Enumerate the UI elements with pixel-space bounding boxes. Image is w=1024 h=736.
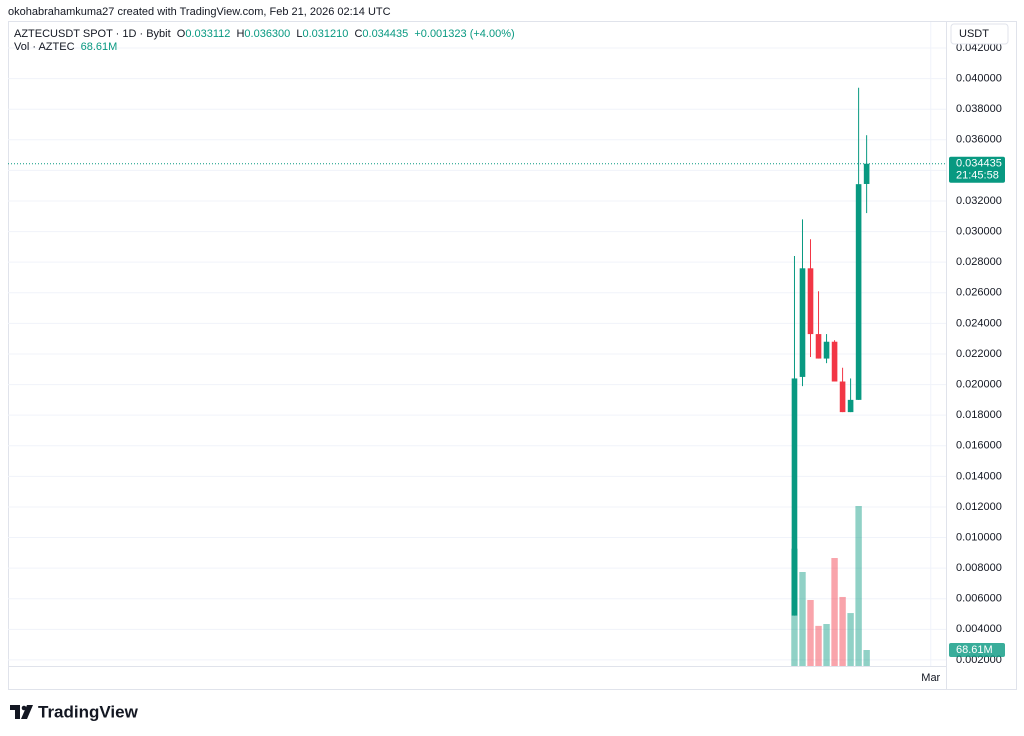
candle-body	[847, 399, 854, 413]
candle-body	[855, 184, 862, 400]
y-tick-label: 0.038000	[956, 103, 1002, 115]
volume-value: 68.61M	[80, 41, 118, 53]
volume-label-box	[949, 642, 1005, 657]
y-tick-label: 0.042000	[956, 42, 1002, 54]
volume-bar	[863, 649, 870, 666]
y-tick-label: 0.032000	[956, 195, 1002, 207]
volume-bar	[823, 624, 830, 666]
last-price-box	[949, 156, 1005, 183]
candle-body	[815, 334, 822, 359]
symbol-header: AZTECUSDT SPOT · 1D · Bybit O0.033112 H0…	[14, 28, 518, 40]
volume-header: Vol · AZTEC 68.61M	[14, 41, 120, 53]
ohlc-key: C	[354, 28, 363, 40]
y-tick-label: 0.028000	[956, 256, 1002, 268]
y-tick-label: 0.004000	[956, 623, 1002, 635]
candle-body	[799, 268, 806, 377]
y-tick-label: 0.026000	[956, 287, 1002, 299]
volume-bar	[799, 572, 806, 666]
y-tick-label: 0.040000	[956, 73, 1002, 85]
logo-icon	[21, 705, 33, 719]
chart-frame	[8, 21, 1017, 690]
volume-bar	[831, 558, 838, 666]
x-tick-label: Mar	[921, 672, 940, 684]
candle-body	[831, 341, 838, 382]
y-tick-label: 0.022000	[956, 348, 1002, 360]
volume-bar	[839, 596, 846, 666]
y-tick-label: 0.012000	[956, 501, 1002, 513]
candle-body	[823, 341, 830, 359]
currency: USDT	[959, 28, 989, 40]
y-tick-label: 0.030000	[956, 225, 1002, 237]
y-tick-label: 0.016000	[956, 440, 1002, 452]
last-price-label: 0.034435	[956, 158, 1002, 170]
y-tick-label: 0.014000	[956, 470, 1002, 482]
ohlc-value: 0.034435	[362, 28, 409, 40]
y-tick-label: 0.010000	[956, 531, 1002, 543]
ohlc-key: H	[236, 28, 245, 40]
volume-bar	[847, 613, 854, 666]
volume-name: Vol · AZTEC	[14, 41, 75, 53]
currency-box	[950, 23, 1009, 45]
candle-body	[839, 381, 846, 413]
logo: TradingView	[10, 702, 139, 721]
attribution: okohabrahamkuma27 created with TradingVi…	[8, 6, 391, 18]
candle-body	[791, 378, 798, 616]
y-tick-label: 0.024000	[956, 317, 1002, 329]
y-tick-label: 0.006000	[956, 593, 1002, 605]
change: +0.001323 (+4.00%)	[414, 28, 515, 40]
ohlc-value: 0.036300	[244, 28, 291, 40]
symbol-title: AZTECUSDT SPOT · 1D · Bybit	[14, 28, 171, 40]
volume-bar	[855, 506, 862, 666]
ohlc-key: L	[296, 28, 303, 40]
ohlc-key: O	[176, 28, 186, 40]
logo-icon	[10, 705, 20, 719]
y-tick-label: 0.020000	[956, 378, 1002, 390]
candle-body	[807, 268, 814, 335]
volume-label: 68.61M	[956, 644, 993, 656]
y-tick-label: 0.036000	[956, 134, 1002, 146]
ohlc-value: 0.033112	[185, 28, 231, 40]
logo-icon	[21, 705, 27, 711]
y-tick-label: 0.008000	[956, 562, 1002, 574]
candle-body	[863, 163, 870, 184]
ohlc-value: 0.031210	[302, 28, 349, 40]
volume-bar	[815, 625, 822, 666]
volume-bar	[807, 599, 814, 666]
countdown: 21:45:58	[956, 170, 999, 182]
y-tick-label: 0.018000	[956, 409, 1002, 421]
logo-text: TradingView	[38, 702, 139, 721]
